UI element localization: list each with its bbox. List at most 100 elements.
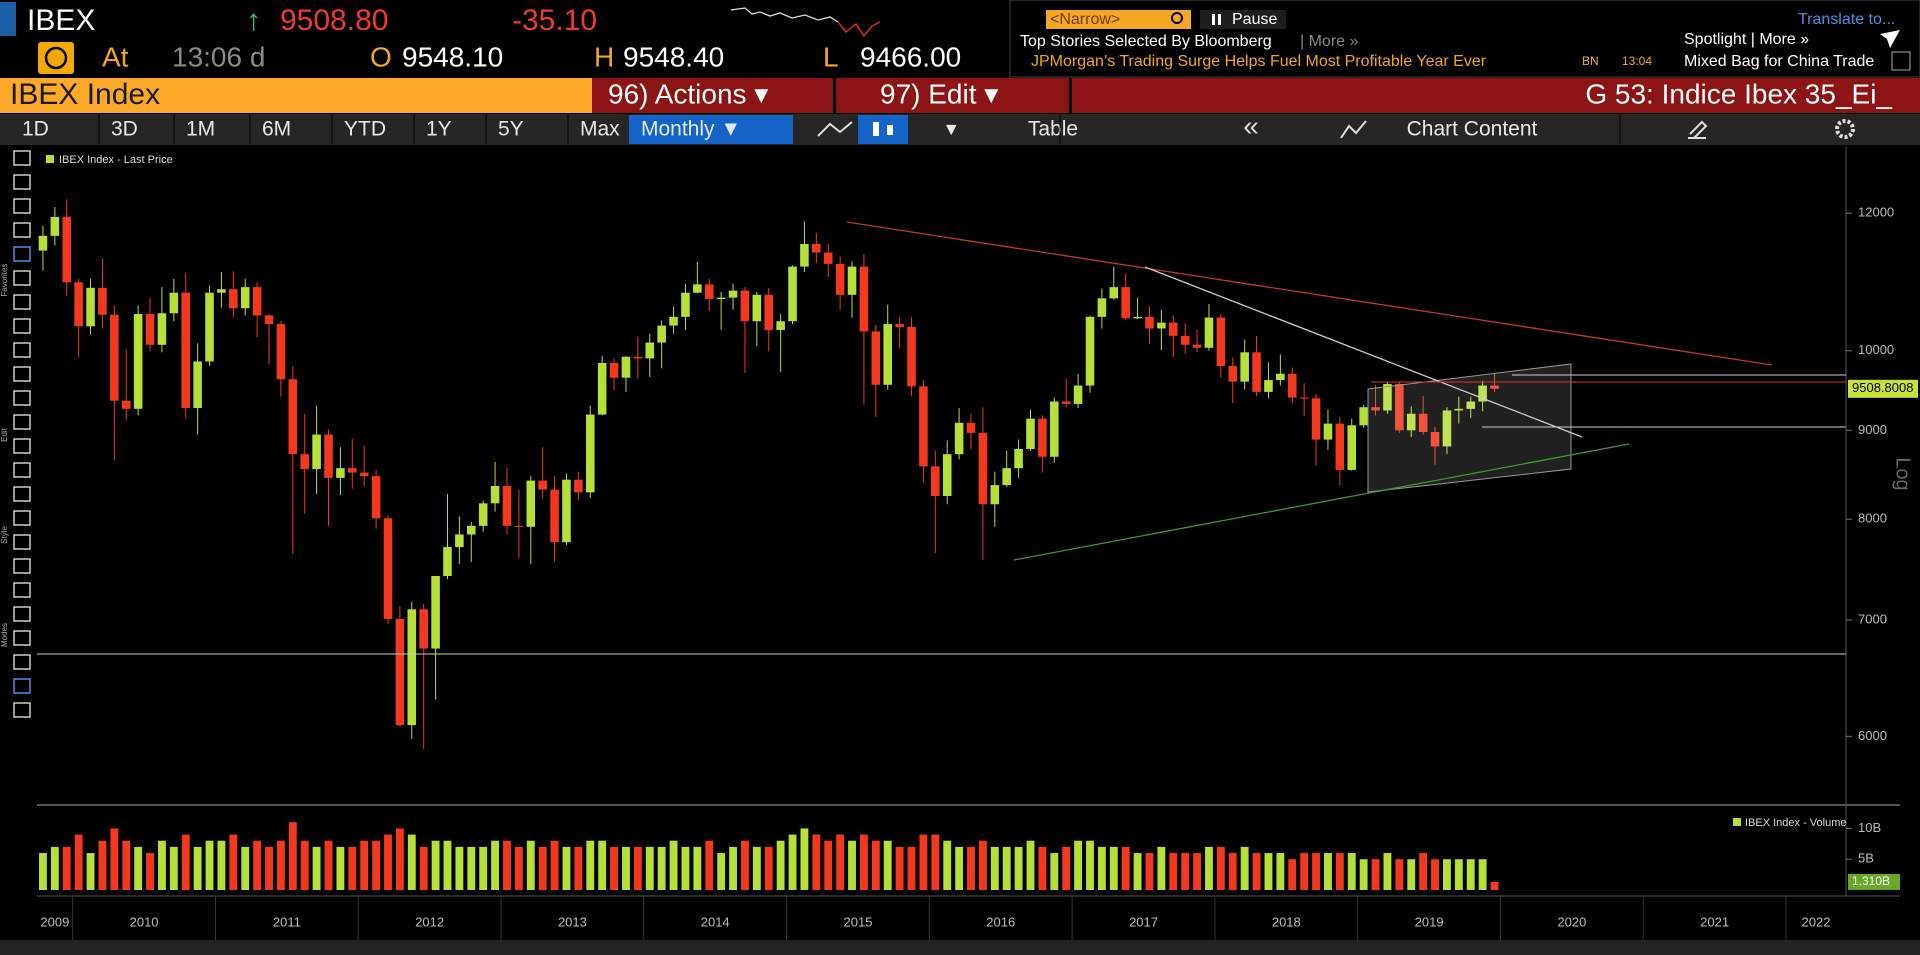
volume-bar: [39, 853, 47, 890]
volume-bar: [693, 846, 702, 890]
candle-body: [1347, 425, 1357, 470]
candle-body: [1287, 373, 1297, 398]
volume-bar: [1133, 853, 1142, 890]
table-button[interactable]: Table: [1028, 118, 1078, 141]
candle-body: [383, 518, 393, 619]
candle-body: [633, 356, 643, 359]
tool-icon[interactable]: [13, 342, 31, 358]
period-button[interactable]: [629, 115, 793, 144]
pause-bar: [1218, 14, 1221, 25]
alert-icon[interactable]: [38, 42, 74, 74]
tool-icon[interactable]: [13, 390, 31, 406]
edit-icon[interactable]: [1688, 120, 1708, 139]
candle-body: [98, 287, 107, 315]
candle-button[interactable]: [858, 115, 908, 144]
candle-body: [1442, 410, 1452, 447]
tool-icon[interactable]: [13, 222, 31, 238]
news-more[interactable]: | More »: [1300, 33, 1359, 50]
candle-body: [431, 576, 440, 649]
tool-icon[interactable]: [13, 486, 31, 502]
volume-bar: [1335, 853, 1344, 890]
candle-body: [1038, 418, 1047, 457]
range-button[interactable]: 1D: [22, 118, 49, 141]
volume-bar: [955, 846, 964, 890]
tool-icon[interactable]: [13, 318, 31, 334]
range-button[interactable]: YTD: [344, 118, 386, 141]
volume-bar: [788, 834, 797, 890]
tool-icon[interactable]: [13, 366, 31, 382]
candle-body: [288, 379, 298, 455]
tool-icon[interactable]: [13, 246, 31, 262]
candle-body: [1478, 385, 1487, 402]
expand-icon[interactable]: [1891, 51, 1911, 71]
candle-body: [681, 292, 690, 317]
candle-body: [740, 290, 750, 322]
candle-body: [121, 400, 131, 409]
range-button[interactable]: 5Y: [498, 118, 524, 141]
chart-content[interactable]: Chart Content: [1407, 118, 1538, 141]
tool-icon[interactable]: [13, 534, 31, 550]
send-icon[interactable]: [1880, 30, 1900, 48]
candle-body: [1121, 287, 1130, 319]
narrow-field[interactable]: [1046, 10, 1191, 29]
at-label: At: [102, 41, 129, 72]
volume-legend-label: IBEX Index - Volume: [1745, 817, 1847, 829]
range-button[interactable]: 3D: [111, 118, 138, 141]
tool-icon[interactable]: [13, 558, 31, 574]
spotlight-story[interactable]: Mixed Bag for China Trade: [1684, 53, 1874, 70]
volume-bar: [1193, 853, 1201, 890]
tool-group-label: Style: [0, 526, 9, 544]
tool-group-label: Modes: [0, 623, 9, 647]
volume-bar: [1407, 859, 1416, 890]
tool-icon[interactable]: [13, 462, 31, 478]
news-story[interactable]: JPMorgan’s Trading Surge Helps Fuel Most…: [1031, 53, 1487, 70]
candle-body: [181, 292, 191, 409]
candle-body: [1276, 373, 1285, 381]
volume-bar: [1347, 853, 1356, 890]
actions-menu[interactable]: 96) Actions ▾: [608, 78, 768, 109]
tool-icon[interactable]: [13, 150, 31, 166]
range-button[interactable]: 1Y: [426, 118, 452, 141]
tool-icon[interactable]: [13, 174, 31, 190]
volume-bar: [622, 846, 630, 890]
dropdown[interactable]: ▾: [946, 118, 957, 141]
tool-icon[interactable]: [13, 702, 31, 718]
narrow-label: <Narrow>: [1050, 11, 1120, 28]
tool-icon[interactable]: [13, 198, 31, 214]
tool-icon[interactable]: [13, 438, 31, 454]
candle-body: [716, 297, 726, 300]
x-tick-label: 2012: [415, 914, 444, 929]
tool-icon[interactable]: [13, 294, 31, 310]
tool-icon[interactable]: [13, 510, 31, 526]
spotlight[interactable]: Spotlight | More »: [1684, 31, 1809, 48]
volume-bar: [158, 840, 166, 890]
tool-icon[interactable]: [13, 270, 31, 286]
tool-icon[interactable]: [13, 678, 31, 694]
volume-bar: [741, 840, 749, 890]
x-tick-label: 2020: [1557, 914, 1586, 929]
tool-icon[interactable]: [13, 606, 31, 622]
range-button[interactable]: 1M: [186, 118, 215, 141]
pause-button[interactable]: [1200, 10, 1286, 29]
candle-body: [1359, 407, 1368, 426]
collapse-button[interactable]: «: [1243, 110, 1259, 141]
candle-body: [1228, 366, 1238, 382]
trend-line: [846, 221, 1773, 366]
tool-icon[interactable]: [13, 654, 31, 670]
line-icon[interactable]: [817, 121, 853, 137]
tool-icon[interactable]: [13, 582, 31, 598]
edit-menu[interactable]: 97) Edit ▾: [880, 78, 998, 109]
volume-bar: [705, 840, 714, 890]
settings-icon[interactable]: [1835, 119, 1855, 139]
range-button[interactable]: Max: [580, 118, 620, 141]
candle-body: [1490, 385, 1499, 389]
low-value: 9466.00: [860, 41, 961, 72]
range-button[interactable]: 6M: [262, 118, 291, 141]
translate-link[interactable]: Translate to...: [1798, 11, 1895, 28]
volume-bar: [1431, 859, 1439, 890]
tool-icon[interactable]: [13, 414, 31, 430]
tool-icon[interactable]: [13, 630, 31, 646]
volume-bar: [217, 840, 226, 890]
candle-body: [300, 454, 309, 470]
